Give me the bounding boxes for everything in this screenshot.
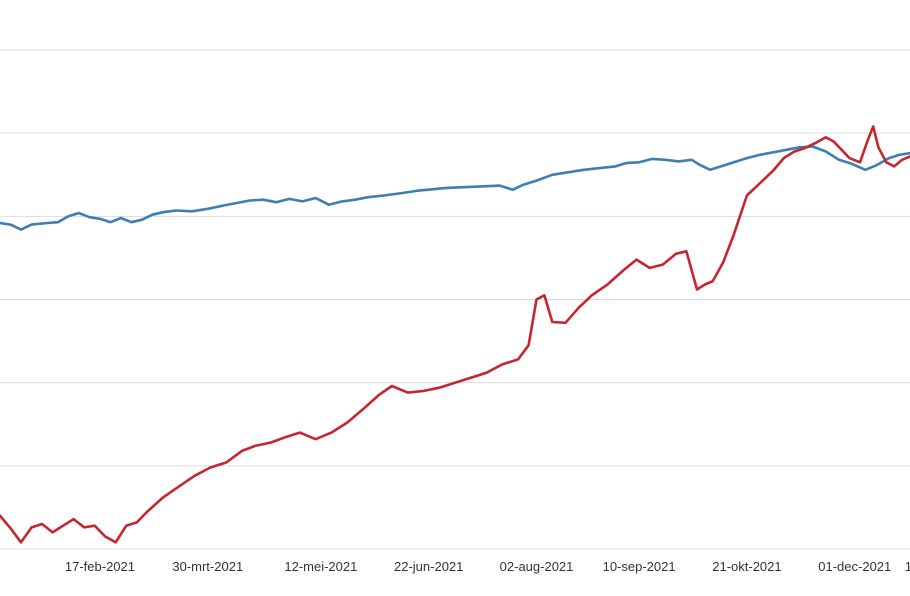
x-tick-label: 10-sep-2021 [603,559,676,574]
x-tick-label: 21-okt-2021 [712,559,781,574]
x-tick-label: 30-mrt-2021 [172,559,243,574]
series-line-2 [0,125,910,544]
x-tick-label: 22-jun-2021 [394,559,463,574]
x-tick-label: 12-mei-2021 [284,559,357,574]
series-line-1 [0,145,910,231]
x-tick-label: 1 [905,559,910,574]
x-tick-label: 01-dec-2021 [818,559,891,574]
x-tick-label: 17-feb-2021 [65,559,135,574]
x-axis-ticks: 17-feb-2021 30-mrt-2021 12-mei-2021 22-jun-… [65,559,910,574]
gridlines [0,49,910,550]
x-tick-label: 02-aug-2021 [500,559,574,574]
series-group [0,125,910,544]
